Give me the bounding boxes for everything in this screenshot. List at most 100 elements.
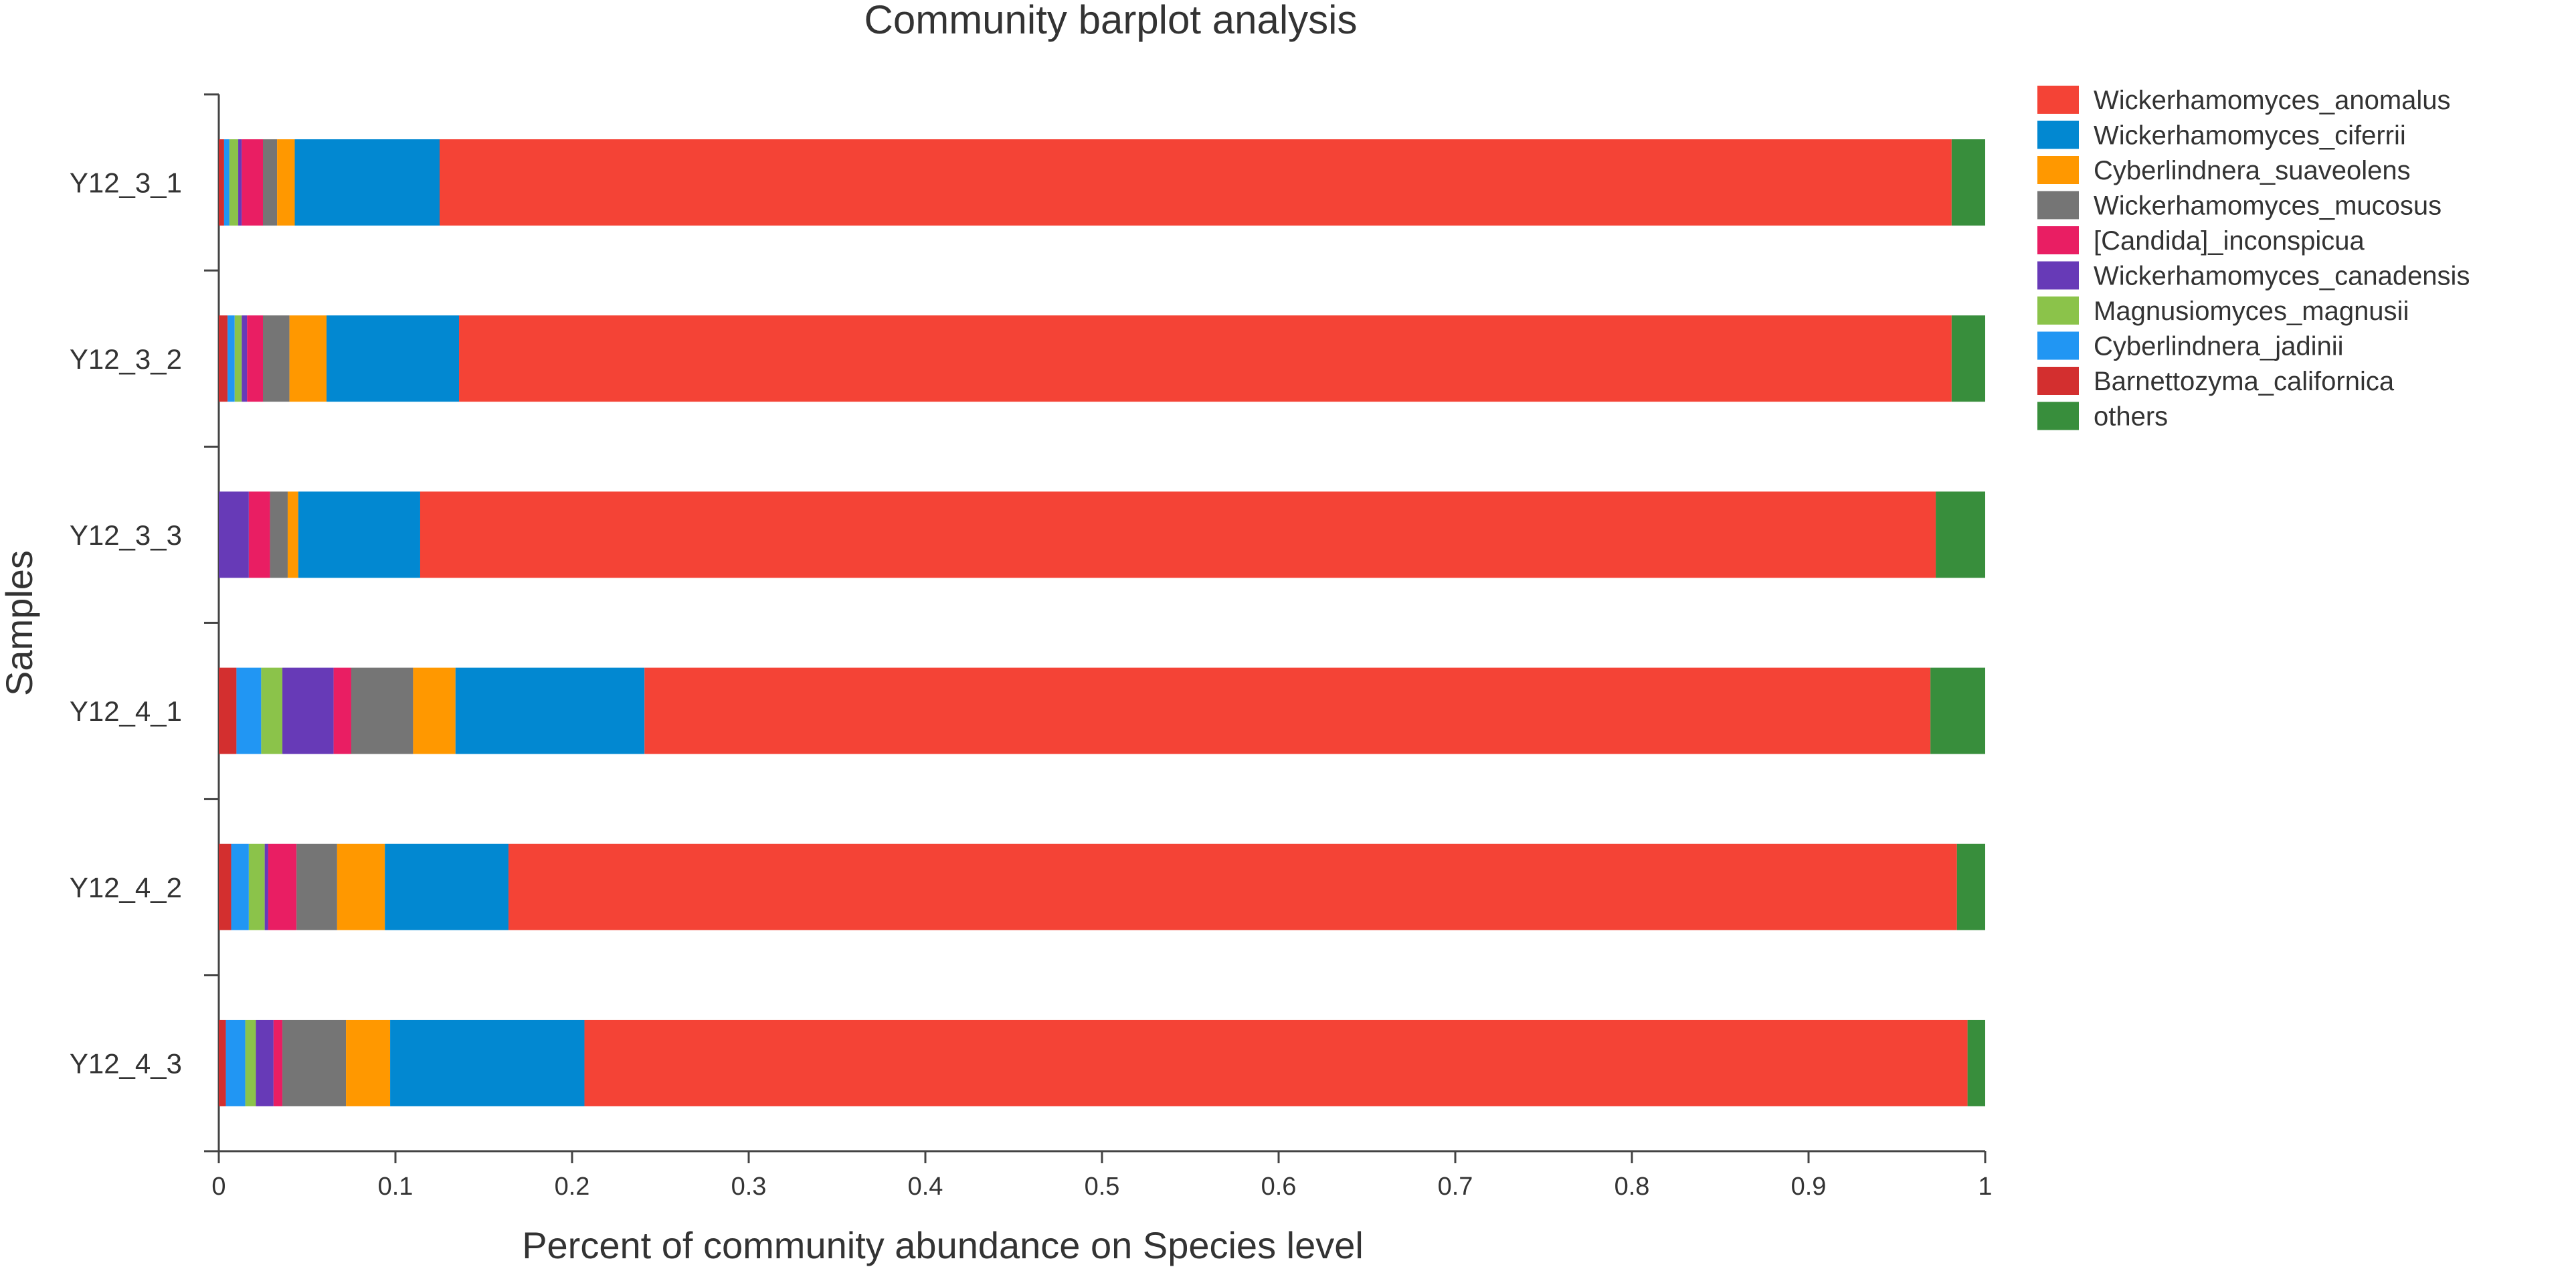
x-tick-label: 0.2 bbox=[555, 1173, 590, 1201]
x-tick-label: 0.3 bbox=[731, 1173, 767, 1201]
bar-segment-Y12_3_1-Cyberlindnera_suaveolens bbox=[277, 139, 295, 226]
category-label: Y12_4_1 bbox=[70, 695, 182, 727]
bar-segment-Y12_3_1-Wickerhamomyces_ciferrii bbox=[294, 139, 440, 226]
bar-segment-Y12_3_3-Cyberlindnera_suaveolens bbox=[287, 491, 298, 578]
bar-segment-Y12_4_1-Wickerhamomyces_anomalus bbox=[644, 667, 1931, 754]
bar-segment-Y12_3_2-Barnettozyma_californica bbox=[219, 315, 228, 402]
bar-segment-Y12_3_1-Wickerhamomyces_mucosus bbox=[263, 139, 278, 226]
bar-segment-Y12_4_1-Wickerhamomyces_mucosus bbox=[351, 667, 413, 754]
bar-segment-Y12_4_1-others bbox=[1930, 667, 1985, 754]
bar-segment-Y12_4_2-[Candida]_inconspicua bbox=[268, 843, 297, 930]
bar-segment-Y12_4_2-Wickerhamomyces_anomalus bbox=[508, 843, 1957, 930]
legend-swatch-Wickerhamomyces_anomalus bbox=[2037, 86, 2079, 114]
category-labels: Y12_3_1 Y12_3_2 Y12_3_3 Y12_4_1 Y12_4_2 Y12_4… bbox=[70, 167, 182, 1080]
bar-segment-Y12_3_3-Wickerhamomyces_mucosus bbox=[270, 491, 288, 578]
legend-label: Wickerhamomyces_ciferrii bbox=[2094, 121, 2406, 151]
bar-segment-Y12_4_3-others bbox=[1967, 1019, 1985, 1106]
bar-segment-Y12_4_1-Magnusiomyces_magnusii bbox=[261, 667, 283, 754]
bar-segment-Y12_4_2-Wickerhamomyces_canadensis bbox=[264, 843, 268, 930]
bar-segment-Y12_3_1-[Candida]_inconspicua bbox=[242, 139, 263, 226]
bar-segment-Y12_3_3-Wickerhamomyces_canadensis bbox=[219, 491, 249, 578]
x-axis-label: Percent of community abundance on Specie… bbox=[522, 1224, 1364, 1266]
legend-label: [Candida]_inconspicua bbox=[2094, 226, 2365, 256]
legend-swatch-Wickerhamomyces_ciferrii bbox=[2037, 120, 2079, 149]
bar-segment-Y12_4_3-Wickerhamomyces_canadensis bbox=[256, 1019, 274, 1106]
x-tick-label: 0.4 bbox=[908, 1173, 943, 1201]
category-label: Y12_3_3 bbox=[70, 519, 182, 551]
bar-segment-Y12_4_3-Wickerhamomyces_mucosus bbox=[282, 1019, 347, 1106]
bar-segment-Y12_4_1-[Candida]_inconspicua bbox=[333, 667, 351, 754]
legend-swatch-Barnettozyma_californica bbox=[2037, 367, 2079, 395]
legend-label: Barnettozyma_californica bbox=[2094, 367, 2395, 396]
bar-segment-Y12_3_2-Wickerhamomyces_canadensis bbox=[242, 315, 248, 402]
legend-swatch-Cyberlindnera_suaveolens bbox=[2037, 156, 2079, 184]
bar-segment-Y12_4_2-Magnusiomyces_magnusii bbox=[248, 843, 265, 930]
bar-segment-Y12_3_2-Cyberlindnera_jadinii bbox=[227, 315, 235, 402]
bar-segment-Y12_4_1-Cyberlindnera_jadinii bbox=[236, 667, 262, 754]
bar-segment-Y12_3_1-Wickerhamomyces_canadensis bbox=[238, 139, 242, 226]
x-tick-label: 0.7 bbox=[1438, 1173, 1473, 1201]
bar-segment-Y12_4_1-Wickerhamomyces_canadensis bbox=[282, 667, 334, 754]
x-tick-label: 0.1 bbox=[378, 1173, 413, 1201]
bar-segment-Y12_3_3-Wickerhamomyces_anomalus bbox=[420, 491, 1936, 578]
legend-swatch-Cyberlindnera_jadinii bbox=[2037, 331, 2079, 360]
legend-label: Wickerhamomyces_canadensis bbox=[2094, 262, 2470, 291]
bar-segment-Y12_4_1-Wickerhamomyces_ciferrii bbox=[455, 667, 645, 754]
legend-label: Wickerhamomyces_mucosus bbox=[2094, 191, 2442, 221]
legend-swatch-Magnusiomyces_magnusii bbox=[2037, 296, 2079, 325]
bar-segment-Y12_4_3-Magnusiomyces_magnusii bbox=[245, 1019, 256, 1106]
bar-segment-Y12_3_1-Wickerhamomyces_anomalus bbox=[440, 139, 1952, 226]
x-tick-label: 0 bbox=[211, 1173, 225, 1201]
bars bbox=[219, 139, 1985, 1106]
bar-segment-Y12_3_2-Cyberlindnera_suaveolens bbox=[289, 315, 327, 402]
bar-segment-Y12_4_3-Cyberlindnera_suaveolens bbox=[346, 1019, 391, 1106]
bar-segment-Y12_4_3-Barnettozyma_californica bbox=[219, 1019, 226, 1106]
legend-swatch-Wickerhamomyces_canadensis bbox=[2037, 261, 2079, 290]
bar-segment-Y12_3_2-Wickerhamomyces_mucosus bbox=[263, 315, 290, 402]
category-label: Y12_3_2 bbox=[70, 343, 182, 375]
bar-segment-Y12_3_1-Magnusiomyces_magnusii bbox=[229, 139, 239, 226]
bar-segment-Y12_4_2-Cyberlindnera_suaveolens bbox=[337, 843, 385, 930]
x-tick-label: 0.8 bbox=[1615, 1173, 1650, 1201]
category-label: Y12_4_2 bbox=[70, 871, 182, 903]
legend: Wickerhamomyces_anomalus Wickerhamomyces_… bbox=[2037, 86, 2470, 432]
legend-label: others bbox=[2094, 402, 2168, 432]
bar-segment-Y12_4_1-Cyberlindnera_suaveolens bbox=[413, 667, 456, 754]
bar-segment-Y12_3_1-Cyberlindnera_jadinii bbox=[223, 139, 229, 226]
bar-segment-Y12_4_2-Barnettozyma_californica bbox=[219, 843, 232, 930]
legend-swatch-Wickerhamomyces_mucosus bbox=[2037, 191, 2079, 220]
legend-swatch-others bbox=[2037, 402, 2079, 430]
bar-segment-Y12_4_3-Wickerhamomyces_ciferrii bbox=[390, 1019, 585, 1106]
x-tick-label: 1 bbox=[1978, 1173, 1992, 1201]
x-tick-label: 0.5 bbox=[1085, 1173, 1120, 1201]
chart-title: Community barplot analysis bbox=[864, 0, 1358, 42]
x-tick-label: 0.9 bbox=[1791, 1173, 1827, 1201]
x-tick-label: 0.6 bbox=[1261, 1173, 1297, 1201]
bar-segment-Y12_4_3-Cyberlindnera_jadinii bbox=[225, 1019, 246, 1106]
bar-segment-Y12_4_2-Wickerhamomyces_ciferrii bbox=[385, 843, 509, 930]
bar-segment-Y12_3_1-Barnettozyma_californica bbox=[219, 139, 224, 226]
bar-segment-Y12_3_3-Wickerhamomyces_ciferrii bbox=[298, 491, 420, 578]
y-axis bbox=[204, 93, 220, 1153]
legend-label: Magnusiomyces_magnusii bbox=[2094, 296, 2409, 326]
category-label: Y12_4_3 bbox=[70, 1047, 182, 1079]
legend-label: Wickerhamomyces_anomalus bbox=[2094, 86, 2451, 115]
bar-segment-Y12_4_2-Wickerhamomyces_mucosus bbox=[296, 843, 337, 930]
bar-segment-Y12_4_1-Barnettozyma_californica bbox=[219, 667, 237, 754]
bar-segment-Y12_3_2-Magnusiomyces_magnusii bbox=[234, 315, 242, 402]
bar-segment-Y12_4_2-Cyberlindnera_jadinii bbox=[231, 843, 249, 930]
bar-segment-Y12_3_2-Wickerhamomyces_anomalus bbox=[459, 315, 1952, 402]
bar-segment-Y12_3_2-Wickerhamomyces_ciferrii bbox=[327, 315, 460, 402]
y-axis-label: Samples bbox=[0, 550, 40, 696]
bar-segment-Y12_4_3-Wickerhamomyces_anomalus bbox=[584, 1019, 1968, 1106]
bar-segment-Y12_4_2-others bbox=[1956, 843, 1985, 930]
legend-label: Cyberlindnera_suaveolens bbox=[2094, 156, 2411, 185]
x-ticks: 0 0.1 0.2 0.3 0.4 0.5 0.6 0.7 0.8 0.9 1 bbox=[211, 1151, 1993, 1201]
bar-segment-Y12_3_2-others bbox=[1951, 315, 1985, 402]
bar-segment-Y12_3_2-[Candida]_inconspicua bbox=[247, 315, 263, 402]
category-label: Y12_3_1 bbox=[70, 167, 182, 199]
bar-segment-Y12_3_1-others bbox=[1951, 139, 1985, 226]
legend-label: Cyberlindnera_jadinii bbox=[2094, 332, 2344, 361]
legend-swatch-[Candida]_inconspicua bbox=[2037, 226, 2079, 254]
